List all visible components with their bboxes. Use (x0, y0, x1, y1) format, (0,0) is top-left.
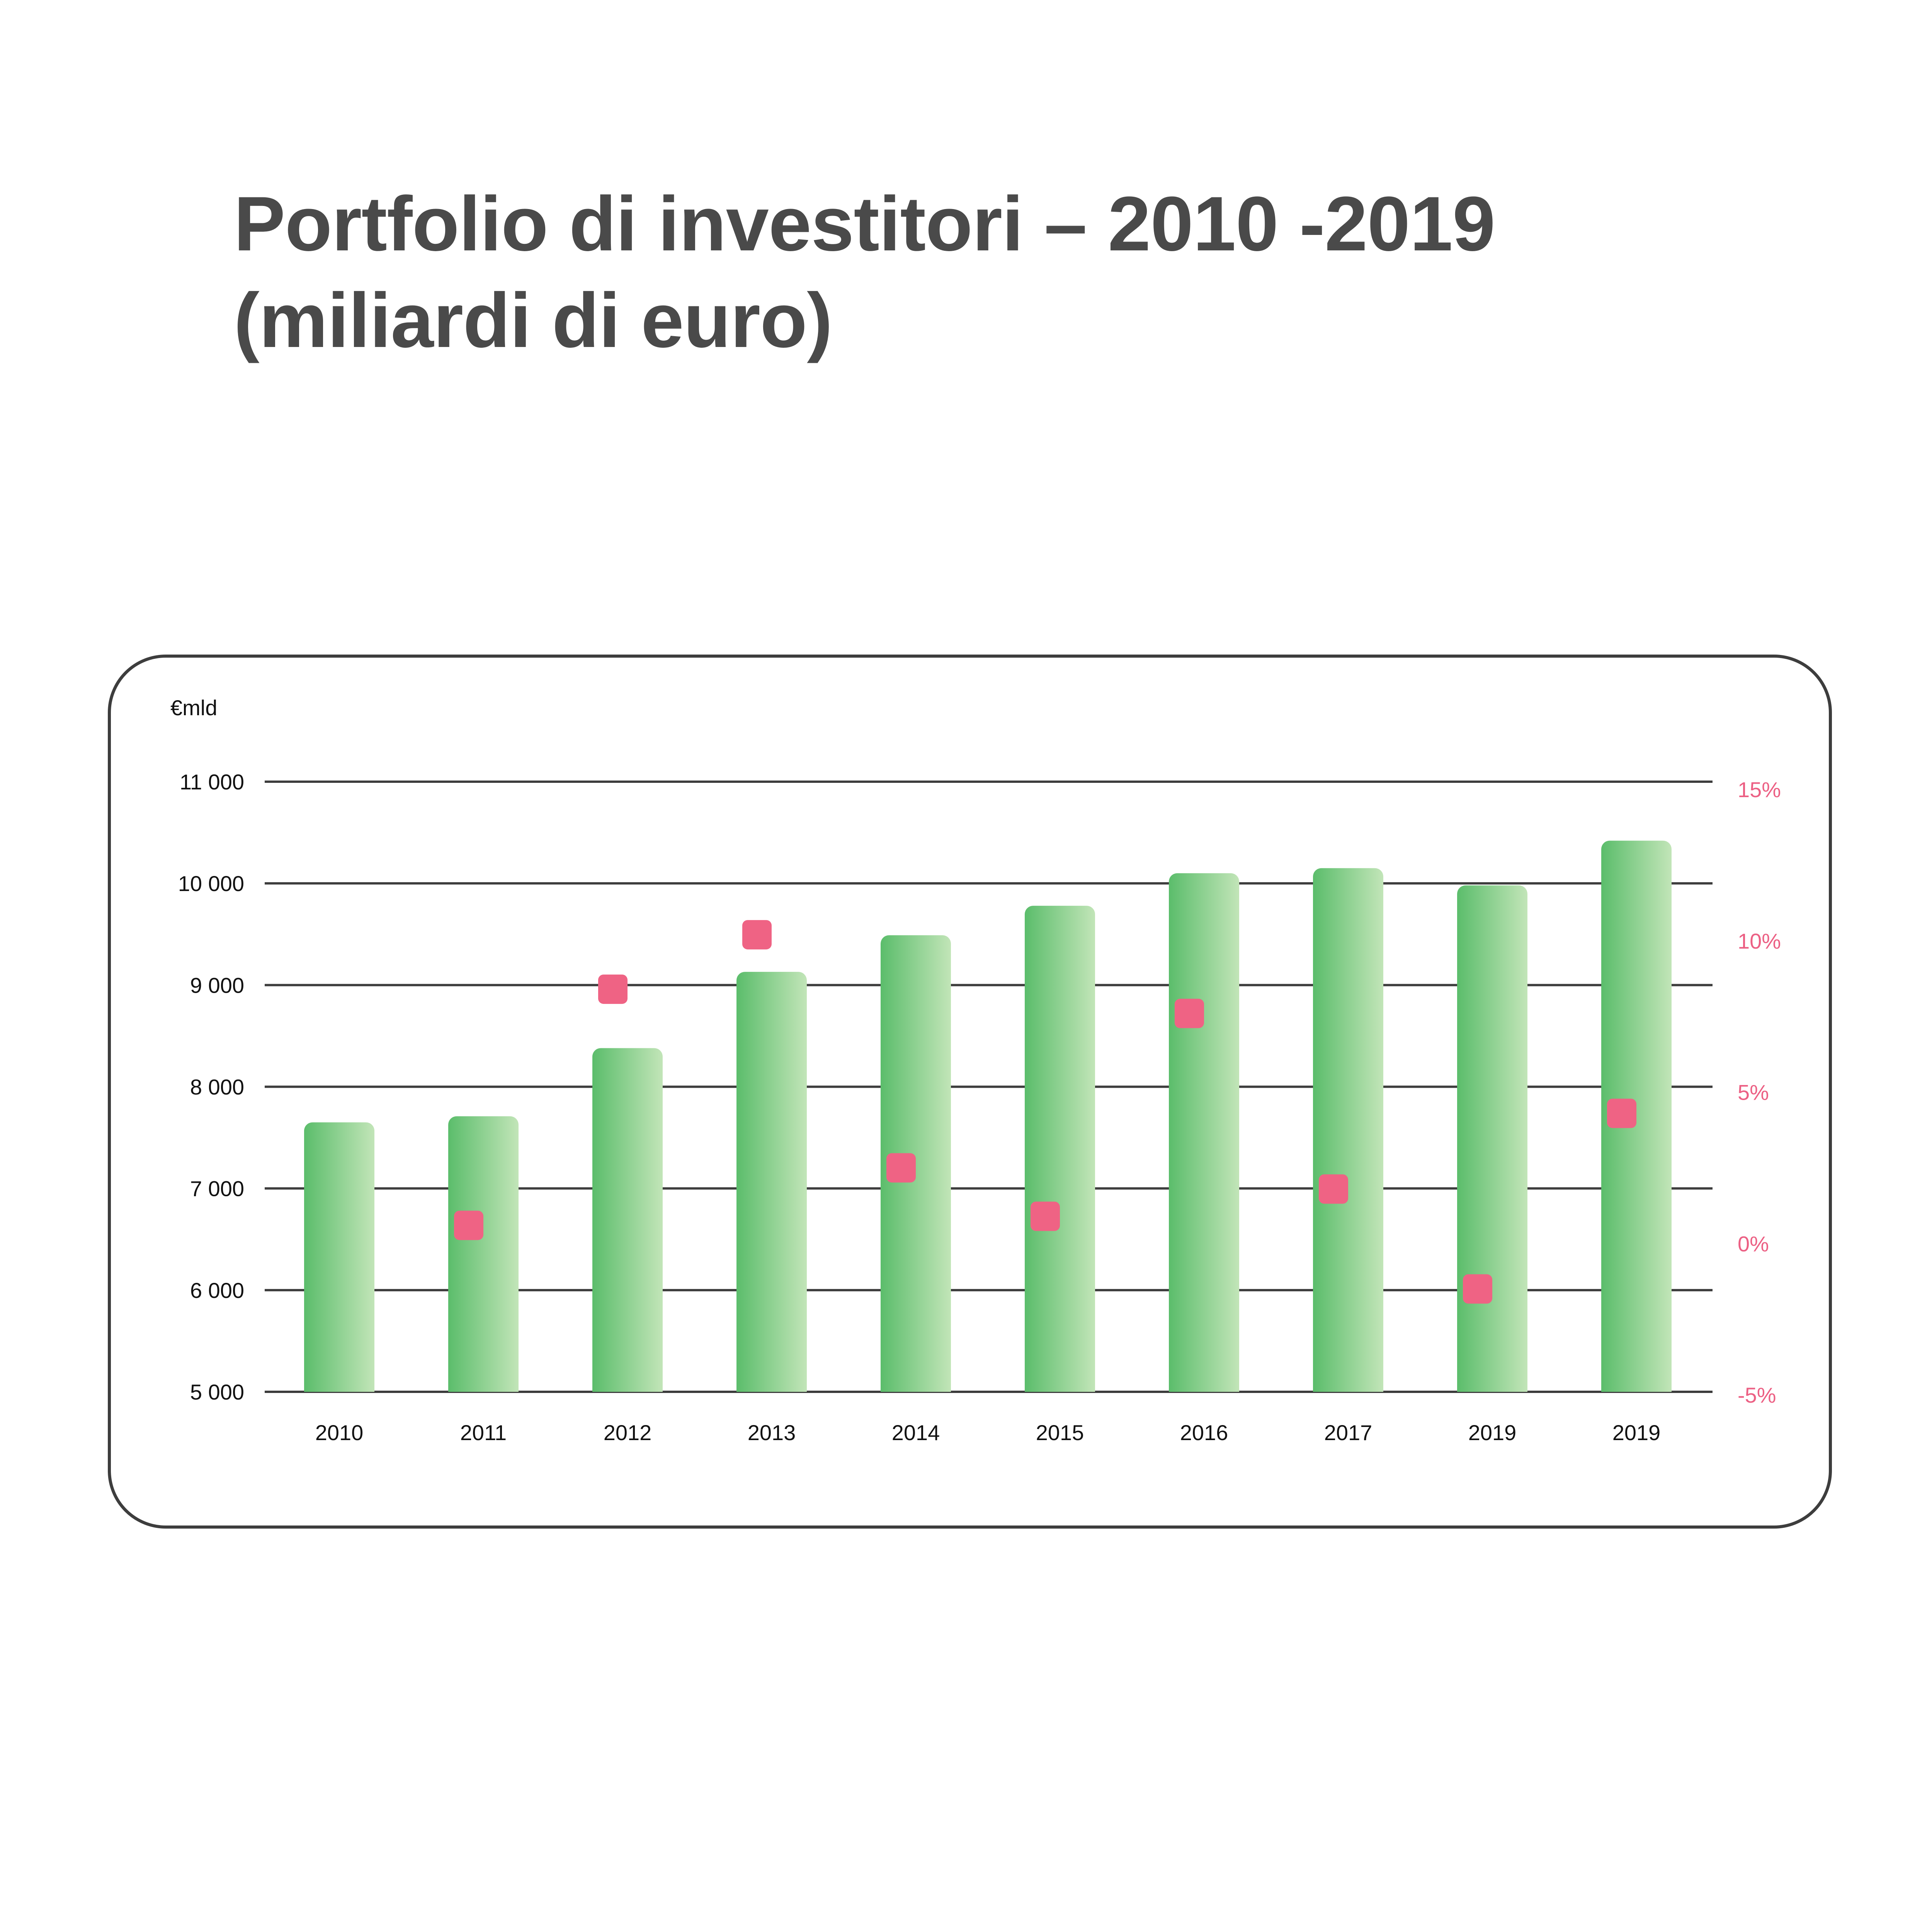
bar (448, 1116, 519, 1392)
bar-base (304, 1380, 374, 1392)
bar (592, 1048, 663, 1392)
marker (1463, 1274, 1492, 1304)
chart-title: Portfolio di investitori – 2010 -2019 (m… (234, 176, 1495, 369)
bar-base (881, 1380, 951, 1392)
category-label: 2012 (604, 1420, 652, 1445)
bars (304, 840, 1672, 1392)
marker (742, 920, 772, 950)
marker (1031, 1201, 1060, 1231)
chart-title-line2: (miliardi di euro) (234, 277, 833, 364)
y-axis-unit-label: €mld (170, 696, 217, 720)
bar-base (1457, 1380, 1527, 1392)
category-label: 2019 (1612, 1420, 1661, 1445)
right-tick-label: 5% (1738, 1080, 1769, 1105)
category-label: 2017 (1324, 1420, 1372, 1445)
bar-base (1025, 1380, 1095, 1392)
bar (1313, 868, 1383, 1392)
category-label: 2011 (460, 1420, 507, 1445)
left-tick-label: 9 000 (190, 973, 244, 997)
marker (1319, 1174, 1348, 1204)
marker (1607, 1099, 1636, 1128)
bar-base (1313, 1380, 1383, 1392)
category-label: 2019 (1468, 1420, 1517, 1445)
bar (304, 1122, 374, 1392)
bar-base (592, 1380, 663, 1392)
marker (1175, 998, 1204, 1028)
left-tick-label: 5 000 (190, 1380, 244, 1404)
bar-base (1169, 1380, 1239, 1392)
left-axis-ticks: 11 000 10 000 9 000 8 000 7 000 6 000 5 000 (178, 770, 244, 1404)
right-tick-label: -5% (1738, 1383, 1776, 1407)
right-axis-ticks: 15% 10% 5% 0% -5% (1738, 777, 1781, 1407)
left-tick-label: 11 000 (180, 770, 244, 794)
bar (736, 972, 807, 1392)
right-tick-label: 10% (1738, 929, 1781, 953)
category-label: 2013 (748, 1420, 796, 1445)
marker (886, 1153, 916, 1183)
right-tick-label: 0% (1738, 1231, 1769, 1256)
left-tick-label: 10 000 (178, 871, 244, 896)
category-label: 2010 (315, 1420, 364, 1445)
category-labels: 2010 2011 2012 2013 2014 2015 2016 2017 2019 2019 (315, 1420, 1661, 1445)
bar (1169, 873, 1239, 1392)
markers (454, 920, 1636, 1304)
category-label: 2014 (892, 1420, 940, 1445)
marker (454, 1211, 483, 1240)
chart-panel (108, 655, 1832, 1529)
bar (1457, 885, 1527, 1392)
category-label: 2015 (1036, 1420, 1084, 1445)
left-tick-label: 6 000 (190, 1278, 244, 1303)
marker (598, 975, 628, 1004)
bar-base (736, 1380, 807, 1392)
left-tick-label: 7 000 (190, 1177, 244, 1201)
bar-base (1601, 1380, 1672, 1392)
chart-title-line1: Portfolio di investitori – 2010 -2019 (234, 181, 1495, 267)
right-tick-label: 15% (1738, 777, 1781, 802)
bar (1025, 906, 1095, 1392)
bar-base (448, 1380, 519, 1392)
left-tick-label: 8 000 (190, 1075, 244, 1099)
category-label: 2016 (1180, 1420, 1228, 1445)
